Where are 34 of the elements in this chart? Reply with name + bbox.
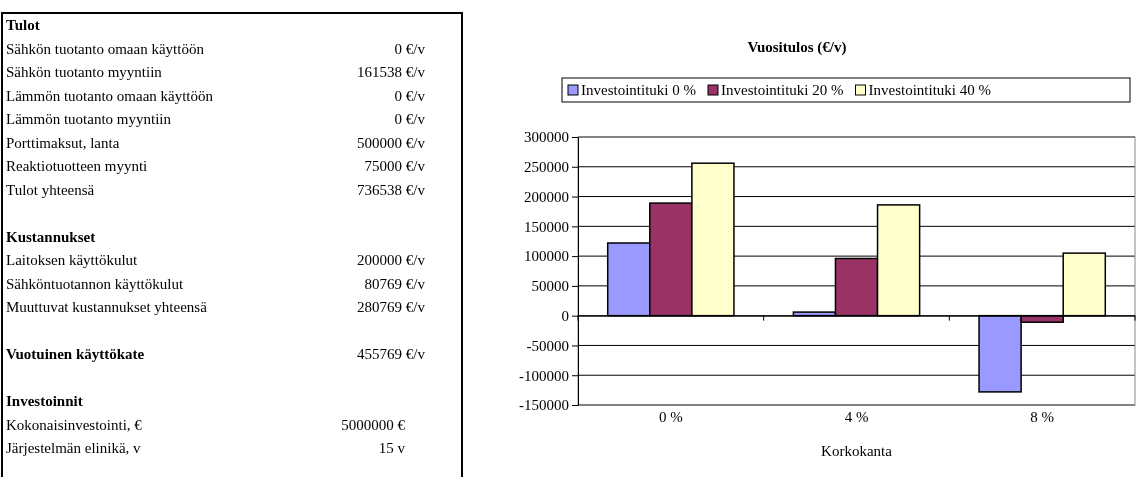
text: Sähkön tuotanto omaan käyttöön 0 €/v <box>6 40 425 57</box>
legend-label: Investointituki 0 % <box>581 82 696 98</box>
text: Reaktiotuotteen myynti 75000 €/v <box>6 158 425 174</box>
text: Järjestelmän elinikä, v 15 v <box>6 440 405 456</box>
text: Vuotuinen käyttökate 455769 €/v <box>6 346 425 362</box>
y-tick-label: -100000 <box>519 367 569 384</box>
y-tick-label: 50000 <box>531 278 569 295</box>
text: Porttimaksut, lanta 500000 €/v <box>6 134 425 151</box>
y-tick-label: 250000 <box>524 159 569 176</box>
text: Lämmön tuotanto myyntiin 0 €/v <box>6 111 425 127</box>
y-tick-label: -150000 <box>519 397 569 414</box>
legend-label: Investointituki 40 % <box>868 82 991 98</box>
y-tick-label: 150000 <box>524 218 569 235</box>
text: Sähköntuotannon käyttökulut 80769 €/v <box>6 275 425 292</box>
y-tick-label: -50000 <box>526 337 569 354</box>
y-tick-label: 0 <box>561 307 569 324</box>
text: Tulot yhteensä 736538 €/v <box>6 181 425 198</box>
x-tick-label: 0 % <box>658 409 683 425</box>
text: Tulot <box>6 17 40 33</box>
text: Lämmön tuotanto omaan käyttöön 0 €/v <box>6 87 425 104</box>
text: Muuttuvat kustannukset yhteensä 280769 €/v <box>6 299 425 315</box>
y-tick-label: 200000 <box>524 188 569 205</box>
legend-label: Investointituki 20 % <box>721 82 844 98</box>
x-axis-title: Korkokanta <box>821 443 893 459</box>
text: Laitoksen käyttökulut 200000 €/v <box>6 252 425 268</box>
text: Investoinnit <box>6 393 83 409</box>
chart-title: Vuositulos (€/v) <box>747 39 847 56</box>
y-tick-label: 300000 <box>524 129 569 146</box>
x-tick-label: 4 % <box>844 409 869 425</box>
text: Kokonaisinvestointi, € 5000000 € <box>6 416 405 433</box>
x-tick-label: 8 % <box>1030 409 1055 425</box>
text: Kustannukset <box>6 228 96 245</box>
text: Sähkön tuotanto myyntiin 161538 €/v <box>6 64 425 80</box>
y-tick-label: 100000 <box>524 248 569 265</box>
